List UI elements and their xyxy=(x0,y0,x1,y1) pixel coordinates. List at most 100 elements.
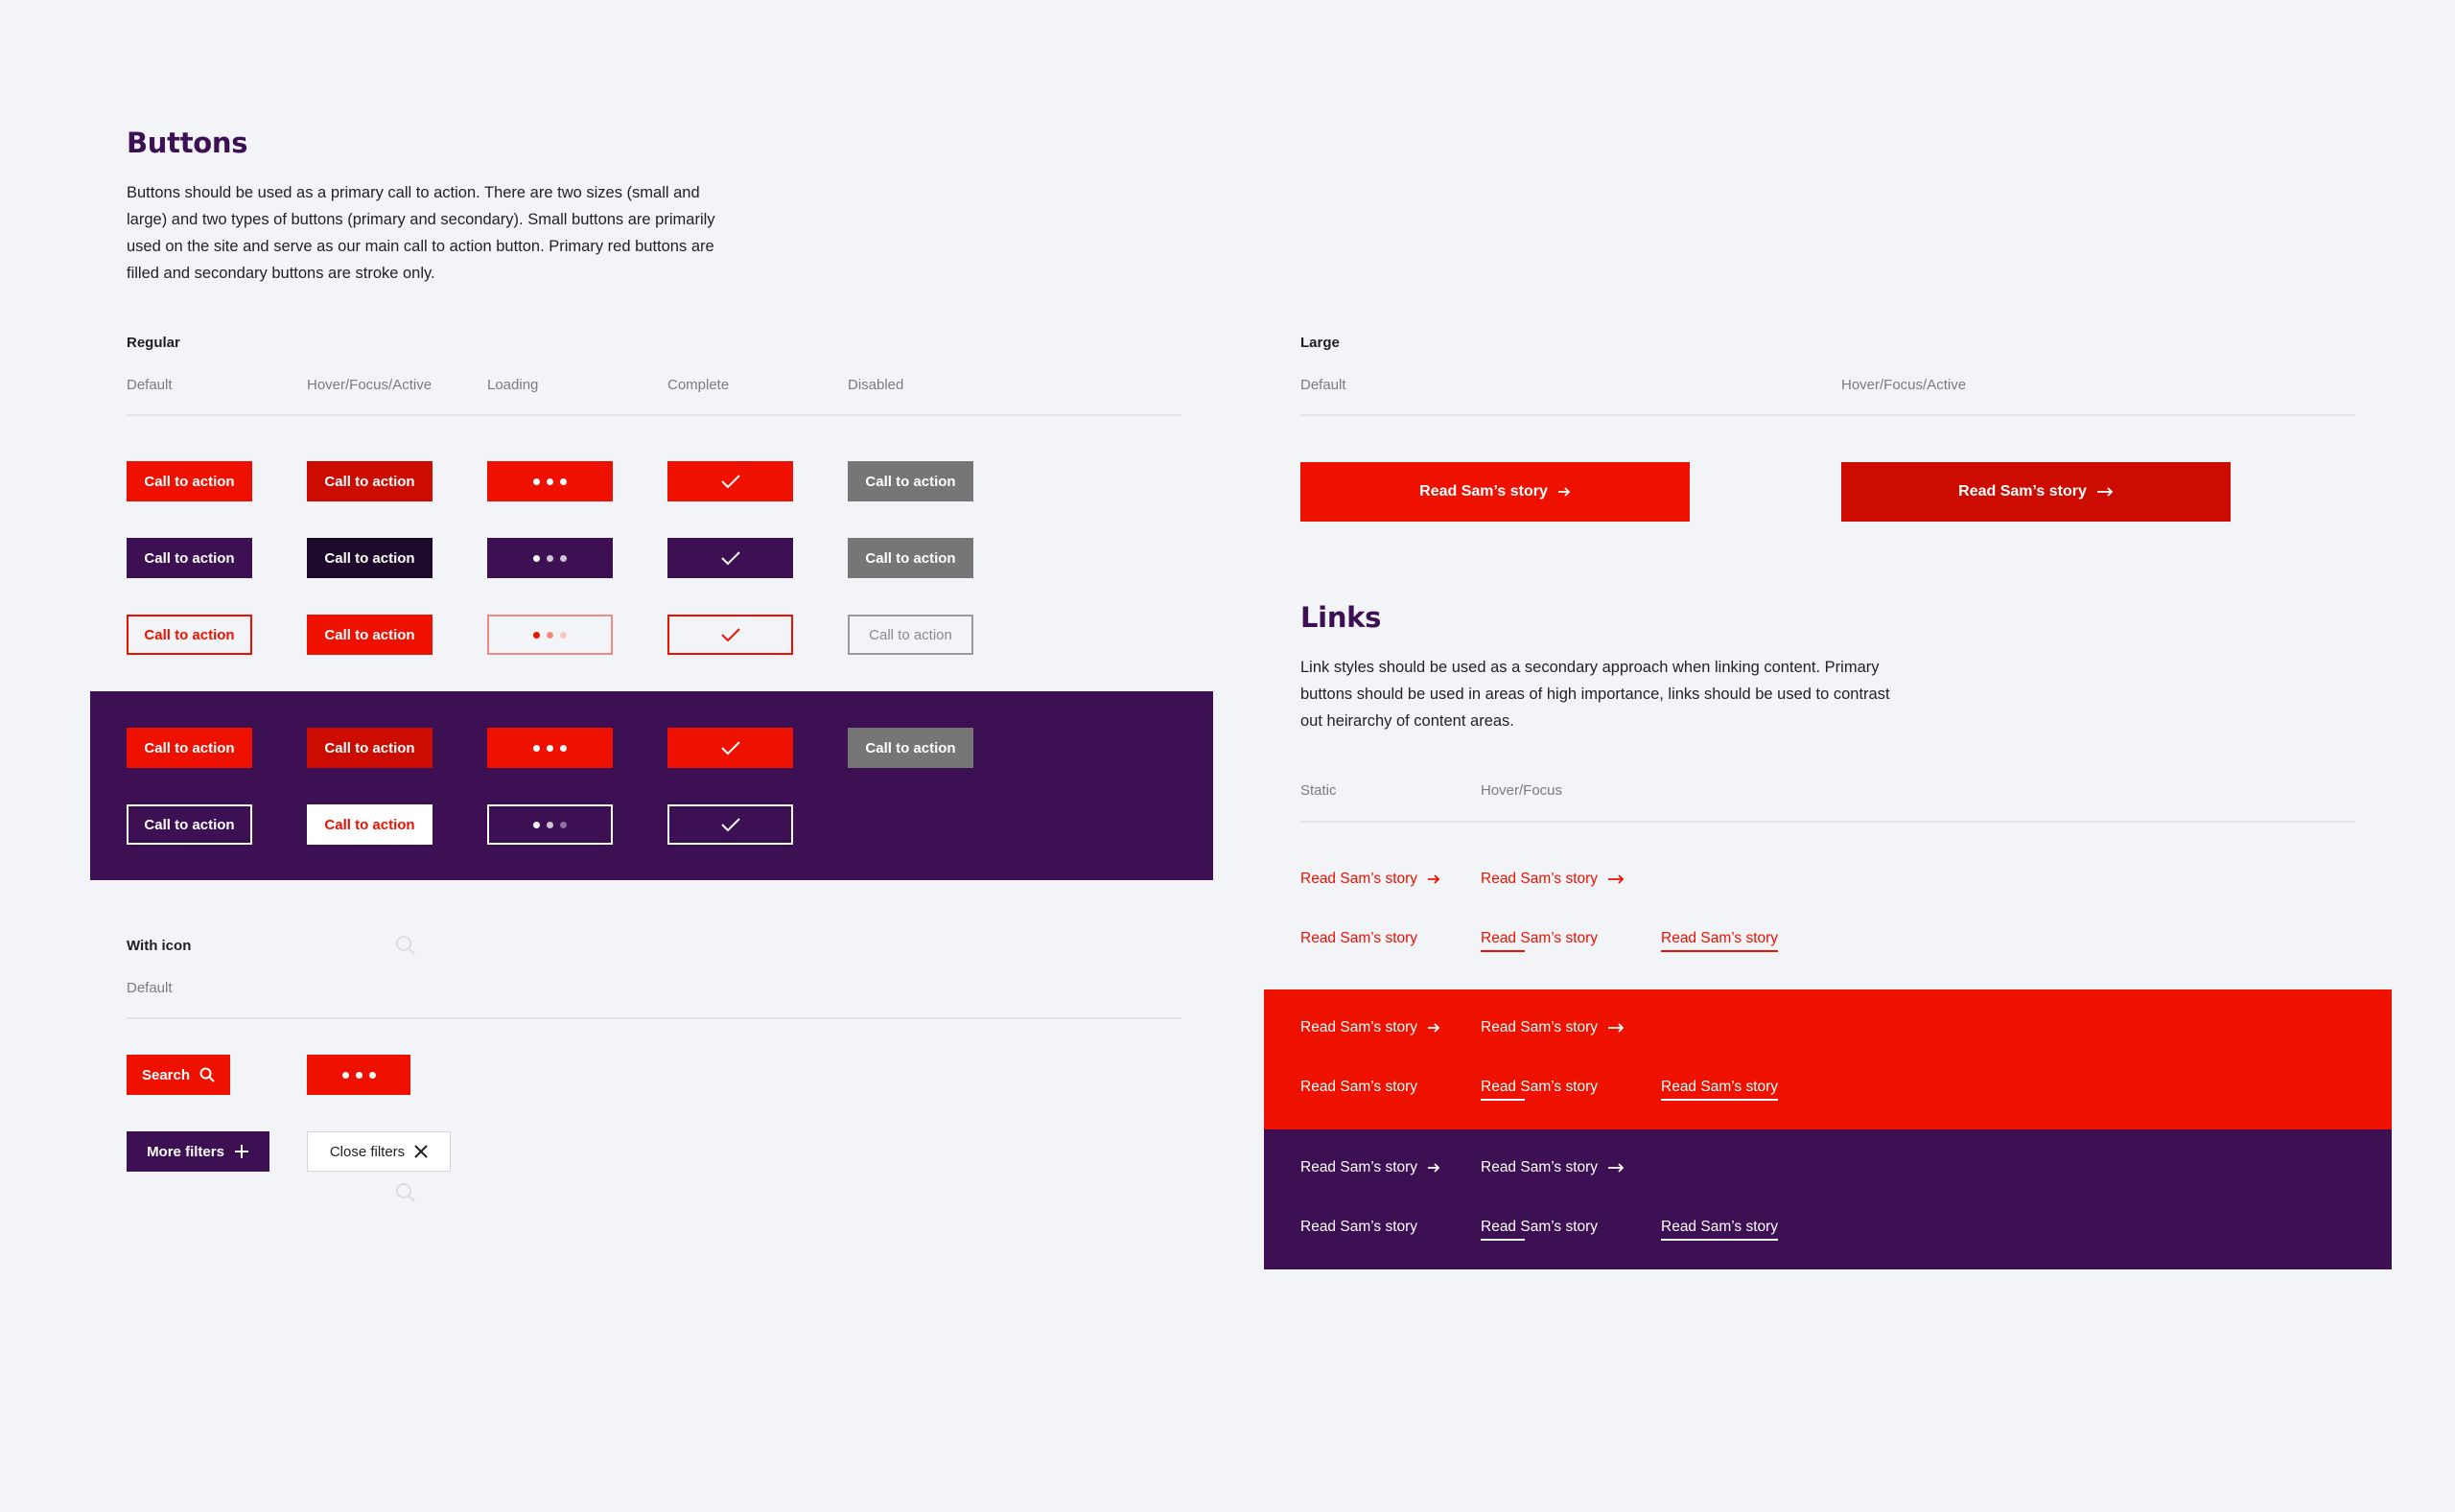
loading-dots-icon xyxy=(533,744,567,752)
divider xyxy=(1300,821,2355,823)
primary-red-default-button[interactable]: Call to action xyxy=(127,461,252,501)
link-label: Read Sam’s story xyxy=(1300,1219,1418,1235)
purple-background-panel xyxy=(1264,1129,2392,1269)
secondary-red-loading-button[interactable] xyxy=(487,615,613,655)
on-dark-red-default-button[interactable]: Call to action xyxy=(127,728,252,768)
primary-purple-loading-button[interactable] xyxy=(487,538,613,578)
more-filters-button[interactable]: More filters xyxy=(127,1131,269,1172)
check-icon xyxy=(720,818,740,832)
large-default-button[interactable]: Read Sam’s story xyxy=(1300,462,1690,522)
loading-dots-icon xyxy=(533,477,567,485)
link-on-purple-hover-full-underline[interactable]: Read Sam’s story xyxy=(1661,1217,1779,1241)
links-col-static: Static xyxy=(1300,782,1337,799)
search-loading-button[interactable] xyxy=(307,1055,410,1095)
link-label: Read Sam’s story xyxy=(1481,1159,1599,1175)
on-dark-outline-hover-button[interactable]: Call to action xyxy=(307,804,433,845)
on-dark-outline-loading-button[interactable] xyxy=(487,804,613,845)
link-on-red-arrow-hover[interactable]: Read Sam’s story xyxy=(1481,1017,1625,1038)
col-disabled: Disabled xyxy=(848,377,904,393)
secondary-red-complete-button[interactable] xyxy=(667,615,793,655)
col-hover: Hover/Focus/Active xyxy=(307,377,433,393)
link-on-purple-arrow-hover[interactable]: Read Sam’s story xyxy=(1481,1157,1625,1178)
buttons-description: Buttons should be used as a primary call… xyxy=(127,184,715,282)
on-dark-red-loading-button[interactable] xyxy=(487,728,613,768)
arrow-right-icon xyxy=(2096,487,2114,497)
arrow-right-icon xyxy=(1428,874,1440,884)
primary-red-loading-button[interactable] xyxy=(487,461,613,501)
search-icon xyxy=(199,1067,215,1082)
arrow-right-icon xyxy=(1557,487,1571,497)
link-on-red-static[interactable]: Read Sam’s story xyxy=(1300,1077,1417,1098)
close-icon xyxy=(414,1145,428,1158)
link-label: Read Sam’s story xyxy=(1481,1219,1599,1241)
primary-purple-disabled-button: Call to action xyxy=(848,538,973,578)
on-dark-outline-default-button[interactable]: Call to action xyxy=(127,804,252,845)
on-dark-red-hover-button[interactable]: Call to action xyxy=(307,728,433,768)
arrow-right-icon xyxy=(1428,1163,1440,1173)
loading-dots-icon xyxy=(533,821,567,828)
search-button-label: Search xyxy=(141,1066,191,1083)
close-filters-button[interactable]: Close filters xyxy=(307,1131,451,1172)
link-label: Read Sam’s story xyxy=(1300,1079,1418,1095)
on-dark-red-disabled-button: Call to action xyxy=(848,728,973,768)
col-loading: Loading xyxy=(487,377,539,393)
large-hover-button-label: Read Sam’s story xyxy=(1958,483,2087,500)
link-on-red-hover-full-underline[interactable]: Read Sam’s story xyxy=(1661,1077,1779,1101)
large-hover-button[interactable]: Read Sam’s story xyxy=(1841,462,2231,522)
primary-purple-complete-button[interactable] xyxy=(667,538,793,578)
check-icon xyxy=(720,551,740,566)
secondary-red-default-button[interactable]: Call to action xyxy=(127,615,252,655)
more-filters-label: More filters xyxy=(147,1143,224,1160)
link-label: Read Sam’s story xyxy=(1661,1219,1779,1241)
link-hover-full-underline[interactable]: Read Sam’s story xyxy=(1661,928,1779,952)
search-icon xyxy=(396,1183,415,1202)
link-arrow-hover[interactable]: Read Sam’s story xyxy=(1481,869,1625,890)
link-hover-partial-underline[interactable]: Read Sam’s story xyxy=(1481,928,1599,952)
check-icon xyxy=(720,628,740,642)
on-dark-outline-complete-button[interactable] xyxy=(667,804,793,845)
primary-purple-default-button[interactable]: Call to action xyxy=(127,538,252,578)
large-default-button-label: Read Sam’s story xyxy=(1419,483,1548,500)
link-label: Read Sam’s story xyxy=(1481,1079,1599,1101)
primary-red-complete-button[interactable] xyxy=(667,461,793,501)
arrow-right-icon xyxy=(1608,1023,1625,1033)
link-label: Read Sam’s story xyxy=(1300,871,1418,887)
arrow-right-icon xyxy=(1608,1163,1625,1173)
link-label: Read Sam’s story xyxy=(1300,930,1418,946)
link-label: Read Sam’s story xyxy=(1661,1079,1779,1101)
loading-dots-icon xyxy=(533,554,567,562)
col-complete: Complete xyxy=(667,377,730,393)
link-on-purple-arrow-static[interactable]: Read Sam’s story xyxy=(1300,1157,1440,1178)
links-col-hover: Hover/Focus xyxy=(1481,782,1563,799)
search-button[interactable]: Search xyxy=(127,1055,230,1095)
dark-background-panel xyxy=(90,691,1213,880)
link-on-red-arrow-static[interactable]: Read Sam’s story xyxy=(1300,1017,1440,1038)
on-dark-red-complete-button[interactable] xyxy=(667,728,793,768)
with-icon-label: With icon xyxy=(127,938,192,954)
link-label: Read Sam’s story xyxy=(1300,1159,1418,1175)
link-static[interactable]: Read Sam’s story xyxy=(1300,928,1417,949)
large-col-default: Default xyxy=(1300,377,1346,393)
secondary-red-hover-button[interactable]: Call to action xyxy=(307,615,433,655)
check-icon xyxy=(720,475,740,489)
link-label: Read Sam’s story xyxy=(1481,930,1599,952)
links-description: Link styles should be used as a secondar… xyxy=(1300,659,1890,730)
large-label: Large xyxy=(1300,335,1340,351)
arrow-right-icon xyxy=(1608,874,1625,884)
loading-dots-icon xyxy=(533,631,567,639)
loading-dots-icon xyxy=(341,1071,376,1079)
link-label: Read Sam’s story xyxy=(1300,1019,1418,1035)
primary-purple-hover-button[interactable]: Call to action xyxy=(307,538,433,578)
search-icon xyxy=(396,936,415,955)
link-on-purple-hover-partial-underline[interactable]: Read Sam’s story xyxy=(1481,1217,1599,1241)
link-on-purple-static[interactable]: Read Sam’s story xyxy=(1300,1217,1417,1238)
primary-red-hover-button[interactable]: Call to action xyxy=(307,461,433,501)
with-icon-col-default: Default xyxy=(127,980,173,996)
primary-red-disabled-button: Call to action xyxy=(848,461,973,501)
check-icon xyxy=(720,741,740,756)
large-col-hover: Hover/Focus/Active xyxy=(1841,377,1967,393)
link-label: Read Sam’s story xyxy=(1481,871,1599,887)
link-on-red-hover-partial-underline[interactable]: Read Sam’s story xyxy=(1481,1077,1599,1101)
link-label: Read Sam’s story xyxy=(1661,930,1779,952)
link-arrow-static[interactable]: Read Sam’s story xyxy=(1300,869,1440,890)
